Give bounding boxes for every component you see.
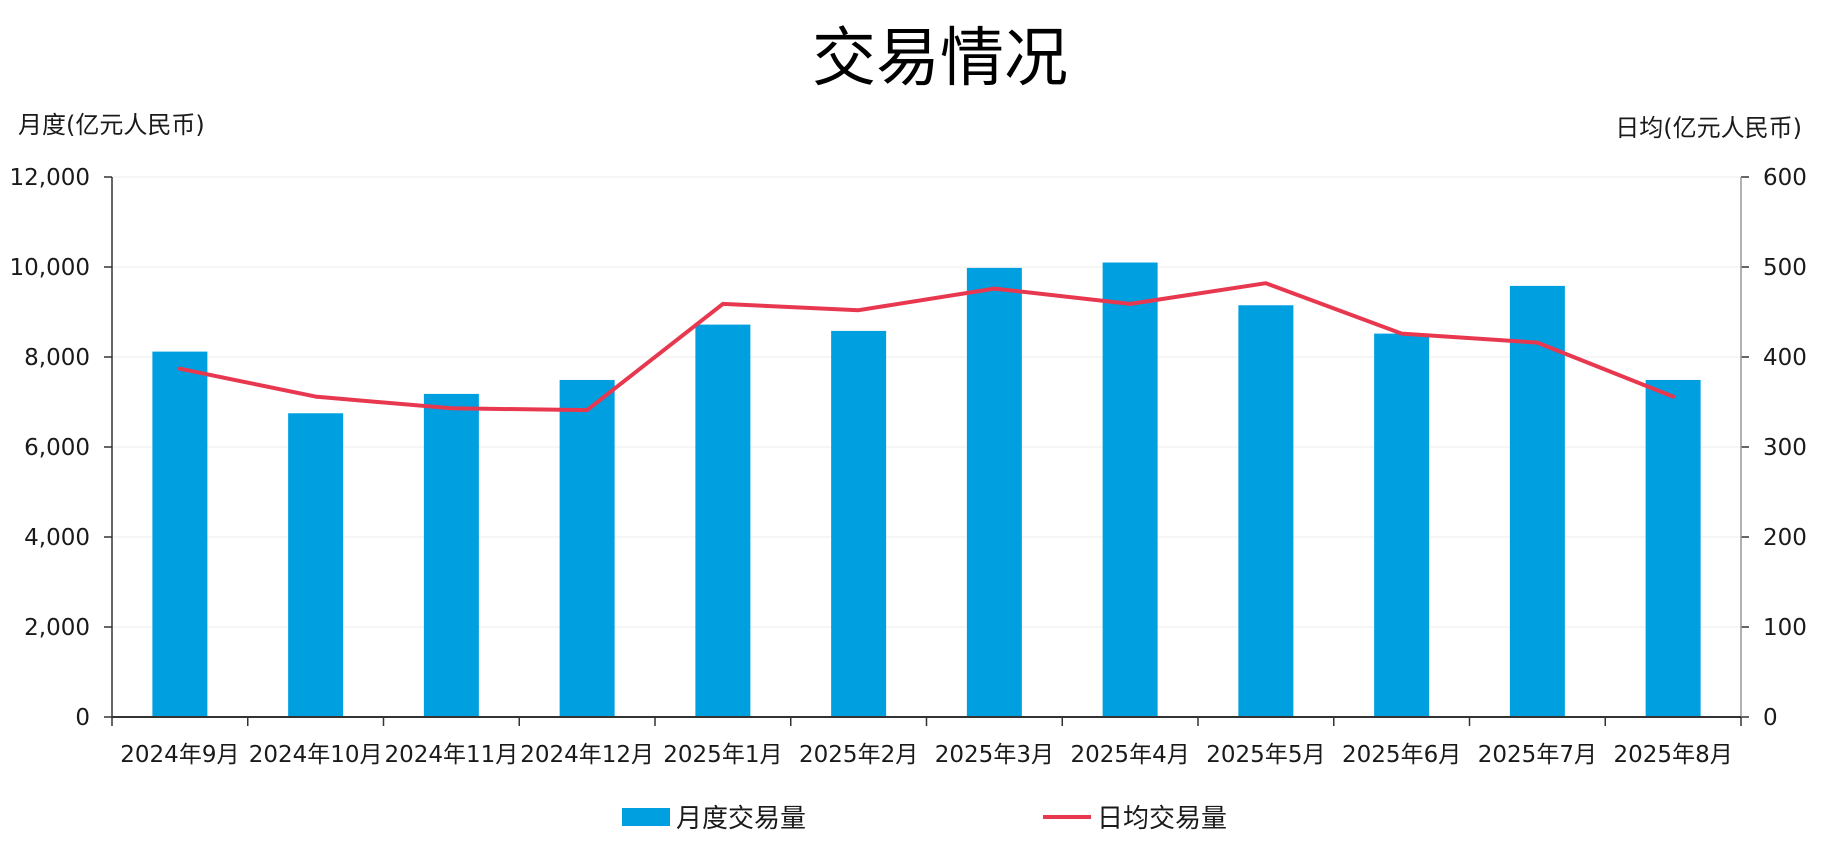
x-tick-label: 2025年4月 xyxy=(1071,742,1190,768)
bar xyxy=(423,393,479,717)
x-tick-label: 2025年1月 xyxy=(663,742,782,768)
left-tick-label: 2,000 xyxy=(24,615,90,641)
line-series xyxy=(177,281,1676,413)
bar xyxy=(831,330,887,717)
legend-label-line: 日均交易量 xyxy=(1097,804,1227,834)
legend: 月度交易量 日均交易量 xyxy=(622,804,1227,834)
right-axis-unit-label: 日均(亿元人民币) xyxy=(1615,114,1802,142)
bar xyxy=(1509,285,1565,717)
right-tick-label: 400 xyxy=(1763,345,1807,371)
left-axis-ticks: 0 2,000 4,000 6,000 8,000 10,000 12,000 xyxy=(10,165,90,731)
x-tick-label: 2024年11月 xyxy=(384,742,518,768)
left-tick-label: 8,000 xyxy=(24,345,90,371)
left-tick-label: 10,000 xyxy=(10,255,90,281)
bar xyxy=(695,324,751,717)
right-tick-label: 500 xyxy=(1763,255,1807,281)
left-tick-label: 0 xyxy=(75,705,90,731)
bar xyxy=(966,267,1022,717)
x-tick-label: 2025年2月 xyxy=(799,742,918,768)
legend-swatch-bar xyxy=(622,808,670,826)
category-labels: 2024年9月 2024年10月 2024年11月 2024年12月 2025年1月 20… xyxy=(120,742,1732,768)
right-tick-label: 300 xyxy=(1763,435,1807,461)
axes xyxy=(104,176,1749,726)
left-tick-label: 4,000 xyxy=(24,525,90,551)
gridlines xyxy=(112,176,1741,628)
bar xyxy=(152,351,208,717)
legend-label-bar: 月度交易量 xyxy=(676,804,806,834)
bar xyxy=(1645,379,1701,717)
bar xyxy=(1238,305,1294,717)
x-tick-label: 2025年5月 xyxy=(1206,742,1325,768)
right-axis-ticks: 0 100 200 300 400 500 600 xyxy=(1763,165,1807,731)
x-tick-label: 2025年7月 xyxy=(1478,742,1597,768)
left-tick-label: 6,000 xyxy=(24,435,90,461)
x-tick-label: 2024年10月 xyxy=(249,742,383,768)
bar-series xyxy=(152,262,1701,717)
x-tick-label: 2025年3月 xyxy=(935,742,1054,768)
bar xyxy=(1374,333,1430,717)
x-tick-label: 2024年9月 xyxy=(120,742,239,768)
right-tick-label: 600 xyxy=(1763,165,1807,191)
right-tick-label: 200 xyxy=(1763,525,1807,551)
chart-title: 交易情况 xyxy=(812,22,1068,96)
left-axis-unit-label: 月度(亿元人民币) xyxy=(18,111,205,139)
x-tick-label: 2025年8月 xyxy=(1614,742,1733,768)
daily-volume-line xyxy=(177,281,1676,413)
x-tick-label: 2025年6月 xyxy=(1342,742,1461,768)
left-tick-label: 12,000 xyxy=(10,165,90,191)
right-tick-label: 0 xyxy=(1763,705,1778,731)
bar xyxy=(1102,262,1158,717)
right-tick-label: 100 xyxy=(1763,615,1807,641)
bar xyxy=(288,413,344,717)
x-tick-label: 2024年12月 xyxy=(520,742,654,768)
bar xyxy=(559,379,615,717)
